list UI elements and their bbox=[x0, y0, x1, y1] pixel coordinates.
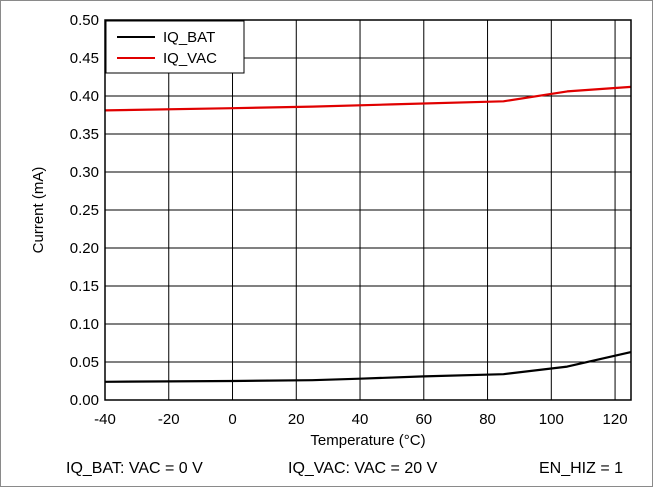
y-tick-label: 0.45 bbox=[70, 50, 99, 67]
y-tick-label: 0.10 bbox=[70, 316, 99, 333]
legend-box bbox=[105, 20, 245, 74]
y-tick-label: 0.25 bbox=[70, 202, 99, 219]
series-layer bbox=[104, 85, 632, 383]
x-tick-label: 80 bbox=[479, 411, 496, 428]
line-chart: 0.00 0.05 0.10 0.15 0.20 0.25 0.30 0.35 0.40 0.45… bbox=[30, 12, 632, 449]
legend: IQ_BAT IQ_VAC bbox=[105, 20, 245, 74]
plot-border bbox=[104, 19, 632, 401]
x-tick-label: 20 bbox=[288, 411, 305, 428]
y-tick-label: 0.40 bbox=[70, 88, 99, 105]
x-axis-label: Temperature (°C) bbox=[310, 432, 425, 449]
y-tick-label: 0.00 bbox=[70, 392, 99, 409]
series-line-iq-bat bbox=[104, 351, 632, 383]
y-tick-label: 0.50 bbox=[70, 12, 99, 29]
caption-iq-bat: IQ_BAT: VAC = 0 V bbox=[66, 460, 203, 477]
conditions-caption: IQ_BAT: VAC = 0 V IQ_VAC: VAC = 20 V EN_… bbox=[0, 460, 653, 482]
y-tick-label: 0.15 bbox=[70, 278, 99, 295]
x-tick-label: -40 bbox=[94, 411, 116, 428]
y-tick-label: 0.35 bbox=[70, 126, 99, 143]
y-tick-label: 0.20 bbox=[70, 240, 99, 257]
legend-label-iq-vac: IQ_VAC bbox=[163, 50, 217, 67]
legend-label-iq-bat: IQ_BAT bbox=[163, 29, 215, 46]
y-tick-label: 0.30 bbox=[70, 164, 99, 181]
caption-en-hiz: EN_HIZ = 1 bbox=[539, 460, 624, 477]
x-tick-label: 60 bbox=[415, 411, 432, 428]
y-axis-label: Current (mA) bbox=[30, 167, 47, 254]
grid bbox=[104, 19, 631, 401]
y-tick-labels: 0.00 0.05 0.10 0.15 0.20 0.25 0.30 0.35 0.40 0.45… bbox=[70, 12, 99, 409]
x-tick-labels: -40 -20 0 20 40 60 80 100 120 bbox=[94, 411, 627, 428]
x-tick-label: 120 bbox=[603, 411, 628, 428]
series-line-iq-vac bbox=[104, 85, 632, 112]
x-tick-label: -20 bbox=[158, 411, 180, 428]
x-tick-label: 40 bbox=[352, 411, 369, 428]
x-tick-label: 0 bbox=[228, 411, 236, 428]
x-tick-label: 100 bbox=[539, 411, 564, 428]
caption-iq-vac: IQ_VAC: VAC = 20 V bbox=[288, 460, 438, 477]
y-tick-label: 0.05 bbox=[70, 354, 99, 371]
